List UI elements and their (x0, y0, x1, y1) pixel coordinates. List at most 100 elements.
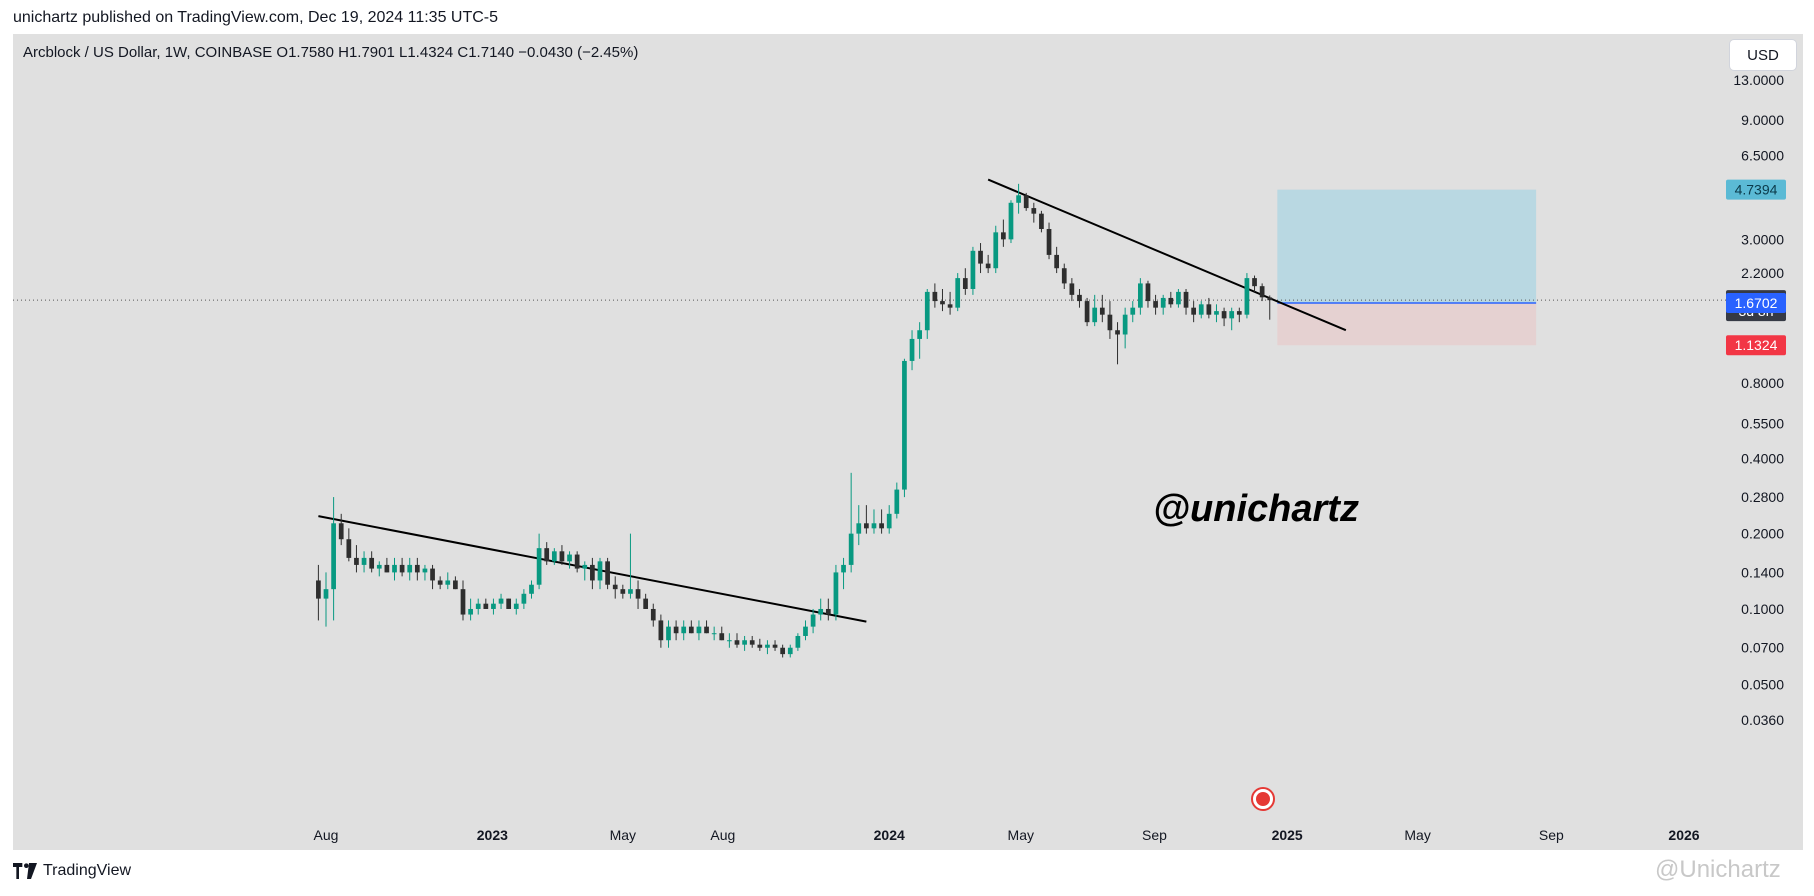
candle-body (399, 564, 405, 573)
candle (696, 620, 702, 641)
x-tick-label: May (1404, 827, 1430, 843)
candle (1122, 307, 1128, 349)
candle-body (529, 584, 534, 594)
candle-body (886, 513, 892, 529)
candle-body (498, 598, 504, 604)
candle-body (902, 360, 907, 490)
candle-body (1061, 268, 1067, 284)
candle-body (551, 551, 557, 562)
candle (331, 497, 336, 621)
candle-body (1176, 291, 1181, 305)
candle-body (932, 291, 938, 302)
watermark-annotation: @unichartz (1153, 488, 1359, 530)
currency-button[interactable]: USD (1730, 40, 1796, 70)
candle (1244, 273, 1250, 319)
footer-brand-text: TradingView (43, 862, 132, 879)
y-tick-label: 0.8000 (1741, 375, 1784, 391)
x-tick-label: 2026 (1668, 827, 1699, 843)
candle (1031, 202, 1037, 223)
candle (1008, 200, 1014, 244)
candle (704, 620, 709, 634)
candle (780, 644, 786, 658)
candle (978, 243, 983, 274)
y-tick-label: 0.0700 (1741, 640, 1784, 656)
candle (688, 620, 694, 634)
candle (1153, 294, 1158, 315)
x-tick-label: Aug (710, 827, 735, 843)
candle (955, 273, 961, 312)
y-tick-label: 9.0000 (1741, 112, 1784, 128)
price-chart[interactable]: 13.0000 9.0000 6.5000 3.0000 2.2000 0.8000 0.5… (13, 34, 1803, 850)
candle-body (468, 608, 473, 615)
candle-body (787, 647, 793, 655)
candle (612, 576, 618, 599)
candle-body (346, 539, 352, 558)
candle-body (323, 589, 329, 599)
candle (1001, 219, 1006, 247)
price-tag-bg (1726, 292, 1786, 313)
candle (1016, 183, 1021, 214)
candle-body (605, 561, 610, 585)
candle-body (848, 533, 854, 565)
candle (430, 564, 435, 590)
candle (1221, 307, 1227, 327)
candle (1168, 291, 1174, 308)
candle (1130, 301, 1136, 323)
chart-panel[interactable]: 13.0000 9.0000 6.5000 3.0000 2.2000 0.8000 0.5… (13, 34, 1803, 850)
footer-brand[interactable]: TradingView (13, 862, 131, 880)
candle-body (757, 644, 763, 648)
candle (1198, 301, 1204, 319)
candle-body (506, 598, 512, 609)
candle-body (955, 278, 961, 308)
candle (544, 542, 550, 565)
candle-body (1145, 283, 1151, 302)
candle-body (475, 603, 481, 609)
candle (483, 598, 489, 609)
candle-body (567, 554, 572, 562)
candle-body (917, 330, 923, 339)
candle (1229, 307, 1235, 331)
candle-body (1023, 195, 1029, 209)
candle-body (673, 626, 679, 634)
candle (825, 598, 831, 621)
x-tick-label: 2025 (1272, 827, 1303, 843)
candle (453, 576, 458, 590)
candle (909, 330, 915, 371)
candle-body (727, 640, 732, 642)
candle-body (331, 523, 336, 590)
candle-body (369, 557, 375, 569)
candle-body (818, 608, 824, 615)
candle (475, 598, 481, 615)
candle (856, 505, 862, 546)
candle-body (338, 523, 344, 540)
candle (1252, 275, 1257, 292)
candle-body (1191, 307, 1197, 315)
candle-body (574, 554, 580, 569)
candle-body (1267, 297, 1273, 301)
price-tag: 4.7394 (1726, 179, 1786, 200)
candle (1267, 295, 1273, 320)
candle (711, 626, 717, 641)
x-tick-label: May (1008, 827, 1034, 843)
candle (574, 551, 580, 573)
candle (316, 564, 321, 621)
price-tag-bg (1726, 179, 1786, 200)
event-flag-icon (1251, 787, 1275, 811)
candle (894, 482, 900, 519)
candle-body (1252, 278, 1257, 287)
loss-zone (1277, 302, 1537, 346)
candle-body (1092, 307, 1098, 323)
candle (392, 557, 397, 581)
candle (658, 614, 664, 648)
x-tick-label: Aug (314, 827, 339, 843)
candle-body (1054, 254, 1060, 269)
candle-body (742, 640, 747, 645)
candle (864, 505, 869, 534)
candle (1069, 278, 1075, 302)
candle (376, 561, 382, 577)
candle (407, 557, 413, 581)
y-tick-label: 0.1400 (1741, 564, 1784, 580)
position-zones (13, 189, 1728, 346)
price-tag: 1.1324 (1726, 335, 1786, 356)
candle (1206, 297, 1212, 319)
